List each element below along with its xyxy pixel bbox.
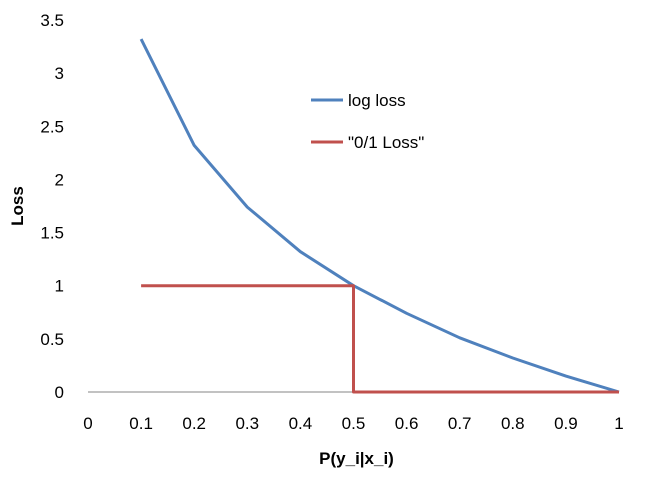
series-line-0 — [139, 38, 620, 394]
x-tick-label: 0.7 — [448, 414, 472, 433]
y-tick-label: 0 — [55, 383, 64, 402]
legend: log loss "0/1 Loss" — [311, 91, 424, 152]
x-tick-label: 0 — [83, 414, 92, 433]
y-tick-label: 3.5 — [40, 11, 64, 30]
x-tick-label: 0.2 — [182, 414, 206, 433]
x-tick-label: 0.8 — [501, 414, 525, 433]
x-axis-ticks: 0 0.1 0.2 0.3 0.4 0.5 0.6 0.7 0.8 0.9 1 — [83, 414, 623, 433]
y-tick-label: 1 — [55, 277, 64, 296]
y-axis-ticks: 0 0.5 1 1.5 2 2.5 3 3.5 — [40, 11, 64, 402]
series-layer — [139, 38, 620, 394]
y-axis-title: Loss — [8, 186, 27, 226]
x-tick-label: 0.9 — [554, 414, 578, 433]
y-tick-label: 1.5 — [40, 224, 64, 243]
x-tick-label: 0.4 — [289, 414, 313, 433]
y-tick-label: 2 — [55, 170, 64, 189]
legend-label: "0/1 Loss" — [348, 133, 424, 152]
y-tick-label: 2.5 — [40, 117, 64, 136]
x-tick-label: 1 — [614, 414, 623, 433]
x-tick-label: 0.5 — [342, 414, 366, 433]
x-axis-title: P(y_i|x_i) — [319, 449, 394, 468]
x-tick-label: 0.3 — [235, 414, 259, 433]
legend-label: log loss — [348, 91, 406, 110]
series-line-1 — [141, 284, 619, 394]
x-tick-label: 0.1 — [129, 414, 153, 433]
x-tick-label: 0.6 — [395, 414, 419, 433]
y-tick-label: 0.5 — [40, 330, 64, 349]
y-tick-label: 3 — [55, 64, 64, 83]
